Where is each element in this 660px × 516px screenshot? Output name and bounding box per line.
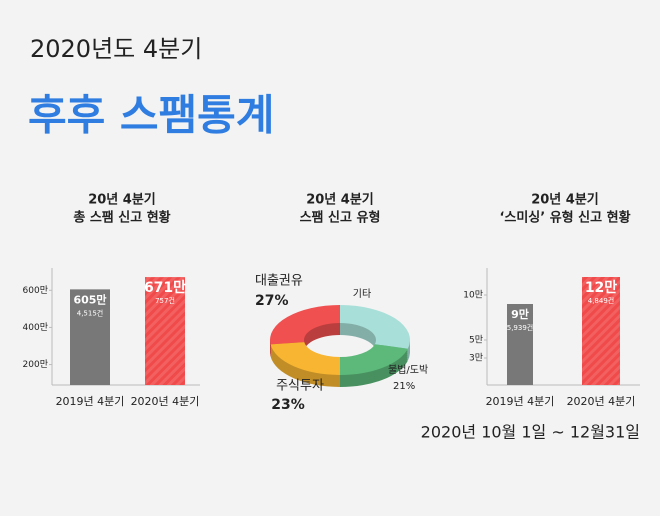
y-tick-label: 3만 xyxy=(469,353,483,364)
chart-title: 20년 4분기 xyxy=(88,193,156,208)
slice-value: 21% xyxy=(393,381,415,392)
sub-label: 5,939건 xyxy=(507,323,533,332)
chart-title: 20년 4분기 xyxy=(306,193,374,208)
slice xyxy=(340,344,408,375)
value-label: 671만 xyxy=(144,280,186,296)
x-tick-label: 2020년 4분기 xyxy=(567,395,636,408)
page-title: 2020년도 4분기 xyxy=(30,35,202,63)
y-tick-label: 600만 xyxy=(23,285,48,296)
chart-subtitle: 총 스팸 신고 현황 xyxy=(73,210,170,226)
x-tick-label: 2020년 4분기 xyxy=(131,395,200,408)
value-label: 12만 xyxy=(585,280,617,296)
slice-value: 23% xyxy=(271,397,305,413)
slice xyxy=(270,305,340,345)
bar-stripes xyxy=(145,277,185,385)
headline: 후후 스팸통계 xyxy=(28,91,274,140)
chart-subtitle: ‘스미싱’ 유형 신고 현황 xyxy=(499,210,630,226)
slice-label: 주식투자 xyxy=(276,379,324,394)
value-label: 605만 xyxy=(73,292,106,306)
slice-label: 불법/도박 xyxy=(388,364,428,376)
date-range: 2020년 10월 1일 ~ 12월31일 xyxy=(421,423,640,442)
slice xyxy=(270,342,340,375)
slice-label: 기타 xyxy=(353,288,371,300)
value-label: 9만 xyxy=(511,307,529,321)
slice-value: 27% xyxy=(255,293,289,309)
sub-label: 4,849건 xyxy=(588,296,614,305)
y-tick-label: 400만 xyxy=(23,322,48,333)
sub-label: 757건 xyxy=(155,296,175,305)
chart-title: 20년 4분기 xyxy=(531,193,599,208)
y-tick-label: 10만 xyxy=(463,290,483,301)
bar xyxy=(70,289,110,385)
bar xyxy=(507,304,533,385)
x-tick-label: 2019년 4분기 xyxy=(486,395,555,408)
bar-stripes xyxy=(582,277,620,385)
chart-subtitle: 스팸 신고 유형 xyxy=(300,210,381,226)
x-tick-label: 2019년 4분기 xyxy=(56,395,125,408)
y-tick-label: 5만 xyxy=(469,335,483,346)
slice-label: 대출권유 xyxy=(255,274,303,289)
y-tick-label: 200만 xyxy=(23,359,48,370)
sub-label: 4,515건 xyxy=(77,308,103,317)
slice xyxy=(340,305,410,349)
